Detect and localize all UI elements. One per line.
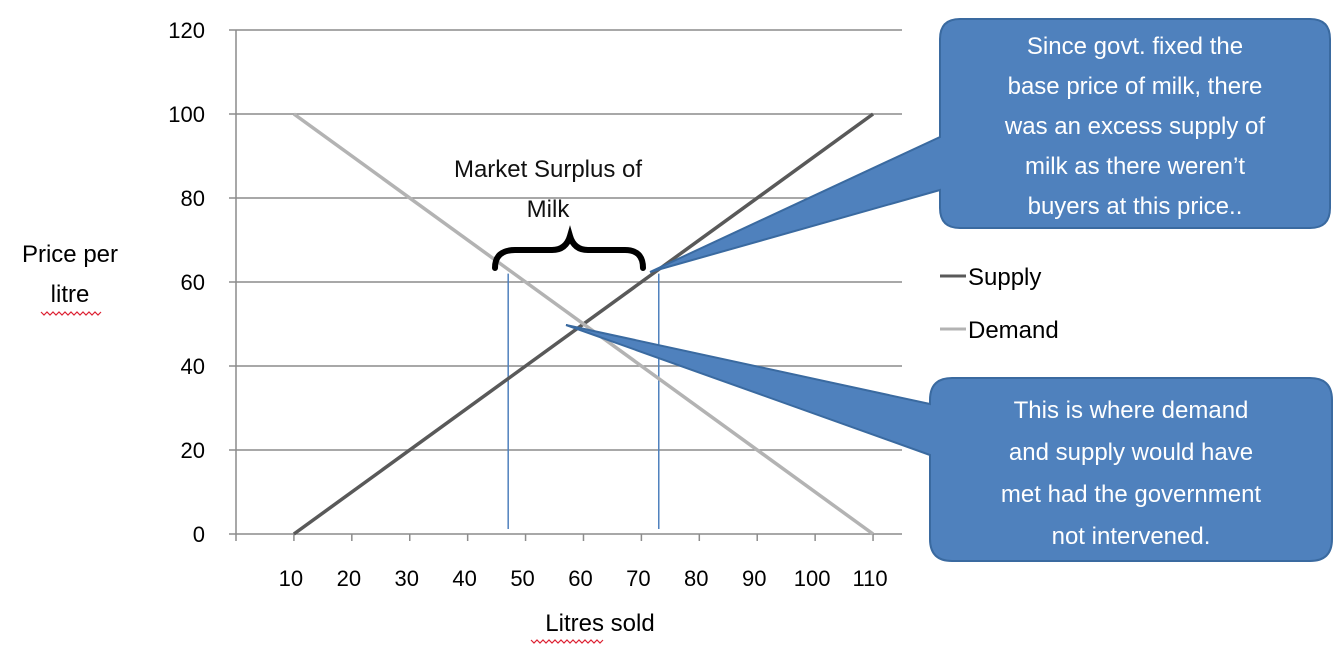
callout-bottom-line: not intervened. — [1052, 523, 1211, 550]
x-tick-labels: 10 20 30 40 50 60 70 80 90 100 110 — [279, 566, 888, 591]
surplus-guide-lines — [507, 273, 660, 529]
y-axis-title-line-2: litre — [51, 281, 90, 308]
curly-brace-icon — [492, 225, 646, 271]
y-tick-label: 100 — [168, 102, 205, 127]
legend-supply-label: Supply — [968, 264, 1041, 291]
x-tick-label: 50 — [510, 566, 534, 591]
series-demand-line — [292, 112, 875, 536]
callout-top-line: Since govt. fixed the — [1027, 33, 1243, 60]
callout-bottom-line: met had the government — [1001, 481, 1261, 508]
x-tick-label: 70 — [626, 566, 650, 591]
x-tick-label: 110 — [853, 566, 888, 591]
surplus-label-line-1: Market Surplus of — [454, 156, 642, 183]
gridlines — [236, 29, 902, 451]
x-axis-title: Litres sold — [530, 610, 655, 644]
series-lines — [292, 112, 875, 536]
x-tick-label: 100 — [794, 566, 831, 591]
callout-bottom-text: This is where demand and supply would hav… — [1001, 397, 1261, 550]
axes — [229, 29, 902, 541]
spellcheck-underline-icon — [530, 639, 604, 644]
legend: Supply Demand — [940, 264, 1059, 344]
surplus-label-line-2: Milk — [527, 196, 571, 223]
callout-top: Since govt. fixed the base price of milk,… — [649, 18, 1331, 273]
callout-top-text: Since govt. fixed the base price of milk,… — [1004, 33, 1265, 220]
y-tick-label: 40 — [181, 354, 205, 379]
callout-bottom: This is where demand and supply would hav… — [565, 324, 1333, 562]
x-tick-label: 40 — [452, 566, 476, 591]
callout-top-line: milk as there weren’t — [1025, 153, 1245, 180]
x-tick-label: 80 — [684, 566, 708, 591]
callout-bottom-line: This is where demand — [1014, 397, 1249, 424]
callout-top-line: buyers at this price.. — [1028, 193, 1243, 220]
y-axis-title-line-1: Price per — [22, 241, 118, 268]
surplus-annotation: Market Surplus of Milk — [454, 156, 646, 271]
x-tick-label: 10 — [279, 566, 303, 591]
callout-top-line: base price of milk, there — [1008, 73, 1263, 100]
y-tick-label: 60 — [181, 270, 205, 295]
x-tick-label: 20 — [337, 566, 361, 591]
callout-bottom-line: and supply would have — [1009, 439, 1253, 466]
y-tick-label: 80 — [181, 186, 205, 211]
y-tick-labels: 0 20 40 60 80 100 120 — [168, 18, 205, 547]
x-tick-label: 90 — [742, 566, 766, 591]
y-axis-title: Price per litre — [22, 241, 118, 316]
y-tick-label: 120 — [168, 18, 205, 43]
x-tick-label: 60 — [568, 566, 592, 591]
y-tick-label: 0 — [193, 522, 205, 547]
y-tick-label: 20 — [181, 438, 205, 463]
callout-bottom-bubble — [565, 324, 1333, 562]
x-tick-label: 30 — [394, 566, 418, 591]
x-axis-title-text: Litres sold — [545, 610, 654, 637]
spellcheck-underline-icon — [40, 311, 102, 316]
callout-top-bubble — [649, 18, 1331, 273]
callout-top-line: was an excess supply of — [1004, 113, 1265, 140]
legend-demand-label: Demand — [968, 317, 1059, 344]
